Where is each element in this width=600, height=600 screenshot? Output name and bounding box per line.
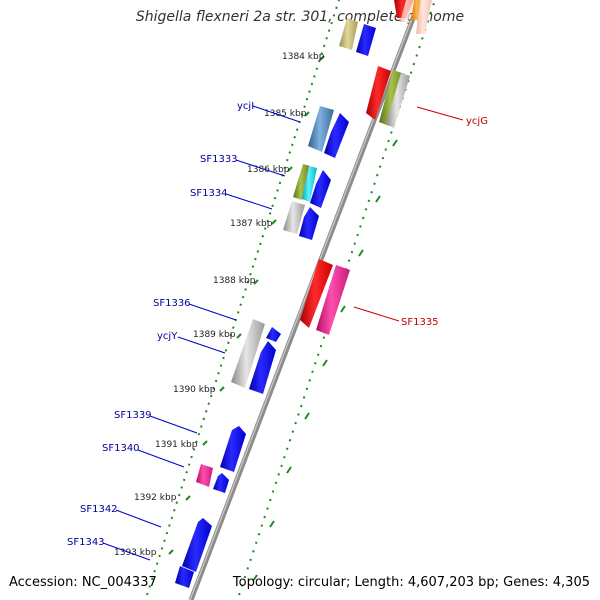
gene-arrow xyxy=(356,24,376,56)
gene-label: SF1339 xyxy=(114,410,152,421)
gene-arrow xyxy=(416,0,432,34)
gene-arrow xyxy=(308,106,334,152)
kbp-label: 1393 kbp xyxy=(114,548,157,558)
gene-arrow xyxy=(302,166,317,202)
gene-arrow xyxy=(196,464,213,487)
gene-arrow xyxy=(316,265,350,335)
topology-label: Topology: circular; Length: 4,607,203 bp… xyxy=(232,575,590,590)
gene-arrow xyxy=(310,170,331,208)
gene-label: ycjG xyxy=(466,116,488,127)
genome-backbone xyxy=(188,0,423,600)
gene-arrow xyxy=(283,201,305,234)
gene-arrow xyxy=(249,341,276,394)
gene-label: SF1333 xyxy=(200,154,238,165)
kbp-label: 1389 kbp xyxy=(193,330,236,340)
gene-arrow xyxy=(400,0,414,22)
gene-label: ycjI xyxy=(237,101,254,112)
gene-arrow xyxy=(299,207,319,240)
gene-arrow xyxy=(175,566,194,588)
gene-arrow xyxy=(213,473,229,493)
gene-arrow xyxy=(339,18,358,50)
gene-arrow xyxy=(366,66,391,120)
outer-ruler-ticks xyxy=(252,139,398,582)
right-label-leaders xyxy=(353,106,464,322)
reverse-strand-genes xyxy=(300,0,432,335)
kbp-label: 1385 kbp xyxy=(264,109,307,119)
gene-label: SF1340 xyxy=(102,443,140,454)
gene-label: SF1342 xyxy=(80,504,118,515)
left-label-leaders xyxy=(102,105,301,561)
kbp-label: 1384 kbp xyxy=(282,52,325,62)
kbp-label: 1388 kbp xyxy=(213,276,256,286)
gene-arrow xyxy=(300,259,333,328)
kbp-label: 1390 kbp xyxy=(173,385,216,395)
accession-label: Accession: NC_004337 xyxy=(9,575,157,590)
gene-label: SF1334 xyxy=(190,188,228,199)
gene-arrow xyxy=(324,113,349,158)
inner-ruler-major-ticks xyxy=(168,55,325,555)
gene-label: SF1335 xyxy=(401,317,439,328)
map-title: Shigella flexneri 2a str. 301, complete … xyxy=(135,9,465,25)
gene-label: SF1336 xyxy=(153,298,191,309)
forward-strand-genes xyxy=(175,18,376,588)
inner-ruler-track xyxy=(146,0,340,596)
kbp-label: 1387 kbp xyxy=(230,219,273,229)
kbp-label: 1391 kbp xyxy=(155,440,198,450)
gene-arrow xyxy=(182,518,212,572)
gene-label: ycjY xyxy=(157,331,178,342)
gene-arrow xyxy=(386,73,410,128)
kbp-label: 1386 kbp xyxy=(247,165,290,175)
kbp-label: 1392 kbp xyxy=(134,493,177,503)
gene-arrow xyxy=(231,319,265,388)
gene-arrow xyxy=(293,164,310,200)
gene-label: SF1343 xyxy=(67,537,105,548)
gene-arrow xyxy=(266,327,281,342)
gene-arrow xyxy=(220,426,246,472)
